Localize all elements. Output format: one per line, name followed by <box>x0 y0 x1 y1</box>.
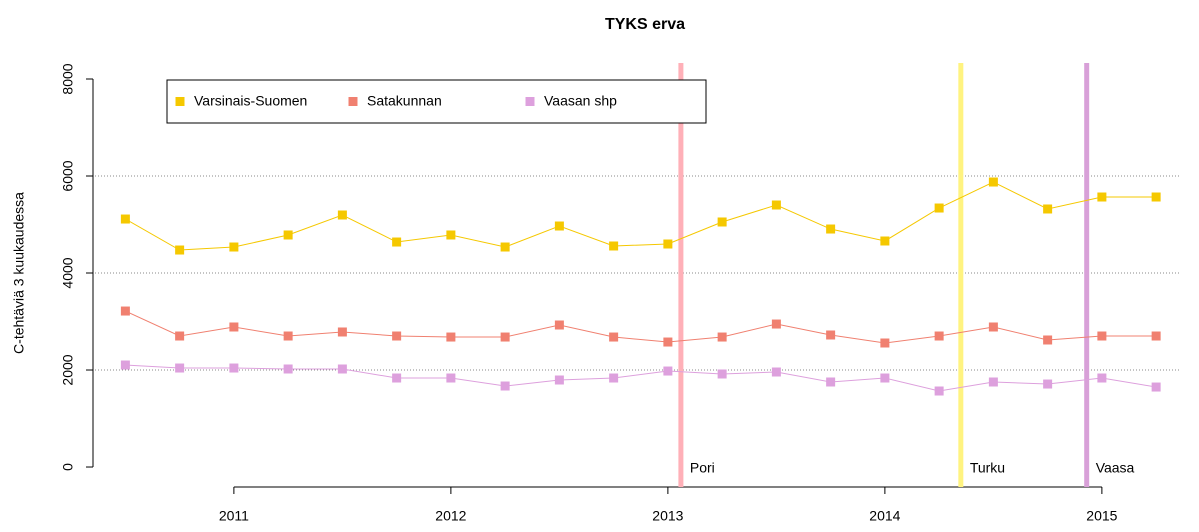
data-point <box>826 330 836 340</box>
data-point <box>880 236 890 246</box>
event-label: Pori <box>690 460 715 476</box>
data-point <box>1151 331 1161 341</box>
data-point <box>717 217 727 227</box>
data-point <box>988 177 998 187</box>
event-label: Turku <box>970 460 1005 476</box>
data-point <box>1043 204 1053 214</box>
series-line <box>125 181 1157 251</box>
data-point <box>609 241 619 251</box>
event-label: Vaasa <box>1096 460 1135 476</box>
chart-title: TYKS erva <box>605 16 685 33</box>
data-point <box>283 364 293 374</box>
legend-label: Vaasan shp <box>544 93 617 109</box>
data-point <box>120 306 130 316</box>
data-point <box>446 230 456 240</box>
y-tick-label: 6000 <box>60 160 76 191</box>
legend-marker <box>348 97 358 106</box>
data-point <box>337 327 347 337</box>
data-point <box>500 381 510 391</box>
data-point <box>392 373 402 383</box>
data-point <box>771 367 781 377</box>
data-point <box>717 332 727 342</box>
series-line <box>125 310 1157 344</box>
data-point <box>1043 379 1053 389</box>
data-point <box>120 360 130 370</box>
data-point <box>175 363 185 373</box>
data-point <box>500 242 510 252</box>
data-point <box>175 331 185 341</box>
data-point <box>554 221 564 231</box>
data-point <box>229 363 239 373</box>
data-point <box>392 237 402 247</box>
data-point <box>988 377 998 387</box>
x-tick-label: 2015 <box>1086 508 1117 524</box>
data-point <box>392 331 402 341</box>
x-tick-label: 2012 <box>435 508 466 524</box>
data-point <box>283 230 293 240</box>
data-point <box>826 377 836 387</box>
legend-marker <box>525 97 535 106</box>
x-tick-label: 2011 <box>219 508 249 524</box>
data-point <box>717 369 727 379</box>
legend-label: Varsinais-Suomen <box>194 93 307 109</box>
data-point <box>1043 335 1053 345</box>
data-point <box>826 224 836 234</box>
data-point <box>1097 373 1107 383</box>
data-point <box>880 373 890 383</box>
legend-marker <box>175 97 185 106</box>
data-point <box>609 332 619 342</box>
data-point <box>663 337 673 347</box>
data-point <box>1097 192 1107 202</box>
y-tick-label: 8000 <box>60 63 76 94</box>
data-point <box>446 373 456 383</box>
data-point <box>446 332 456 342</box>
data-point <box>1151 382 1161 392</box>
data-point <box>554 375 564 385</box>
data-point <box>771 200 781 210</box>
y-tick-label: 4000 <box>60 257 76 288</box>
data-point <box>337 210 347 220</box>
data-point <box>229 322 239 332</box>
data-point <box>1151 192 1161 202</box>
data-point <box>771 319 781 329</box>
data-point <box>988 322 998 332</box>
data-point <box>663 366 673 376</box>
data-point <box>283 331 293 341</box>
data-point <box>934 386 944 396</box>
data-point <box>1097 331 1107 341</box>
x-tick-label: 2014 <box>869 508 900 524</box>
y-tick-label: 0 <box>60 463 76 471</box>
data-point <box>880 338 890 348</box>
data-point <box>175 245 185 255</box>
y-tick-label: 2000 <box>60 354 76 385</box>
y-axis-label: C-tehtäviä 3 kuukaudessa <box>11 192 27 354</box>
x-tick-label: 2013 <box>652 508 683 524</box>
data-point <box>609 373 619 383</box>
series-line <box>125 364 1157 392</box>
data-point <box>229 242 239 252</box>
data-point <box>120 214 130 224</box>
data-point <box>500 332 510 342</box>
legend-label: Satakunnan <box>367 93 442 109</box>
data-point <box>554 320 564 330</box>
legend-box <box>166 79 707 124</box>
data-point <box>934 203 944 213</box>
data-point <box>663 239 673 249</box>
data-point <box>934 331 944 341</box>
data-point <box>337 364 347 374</box>
